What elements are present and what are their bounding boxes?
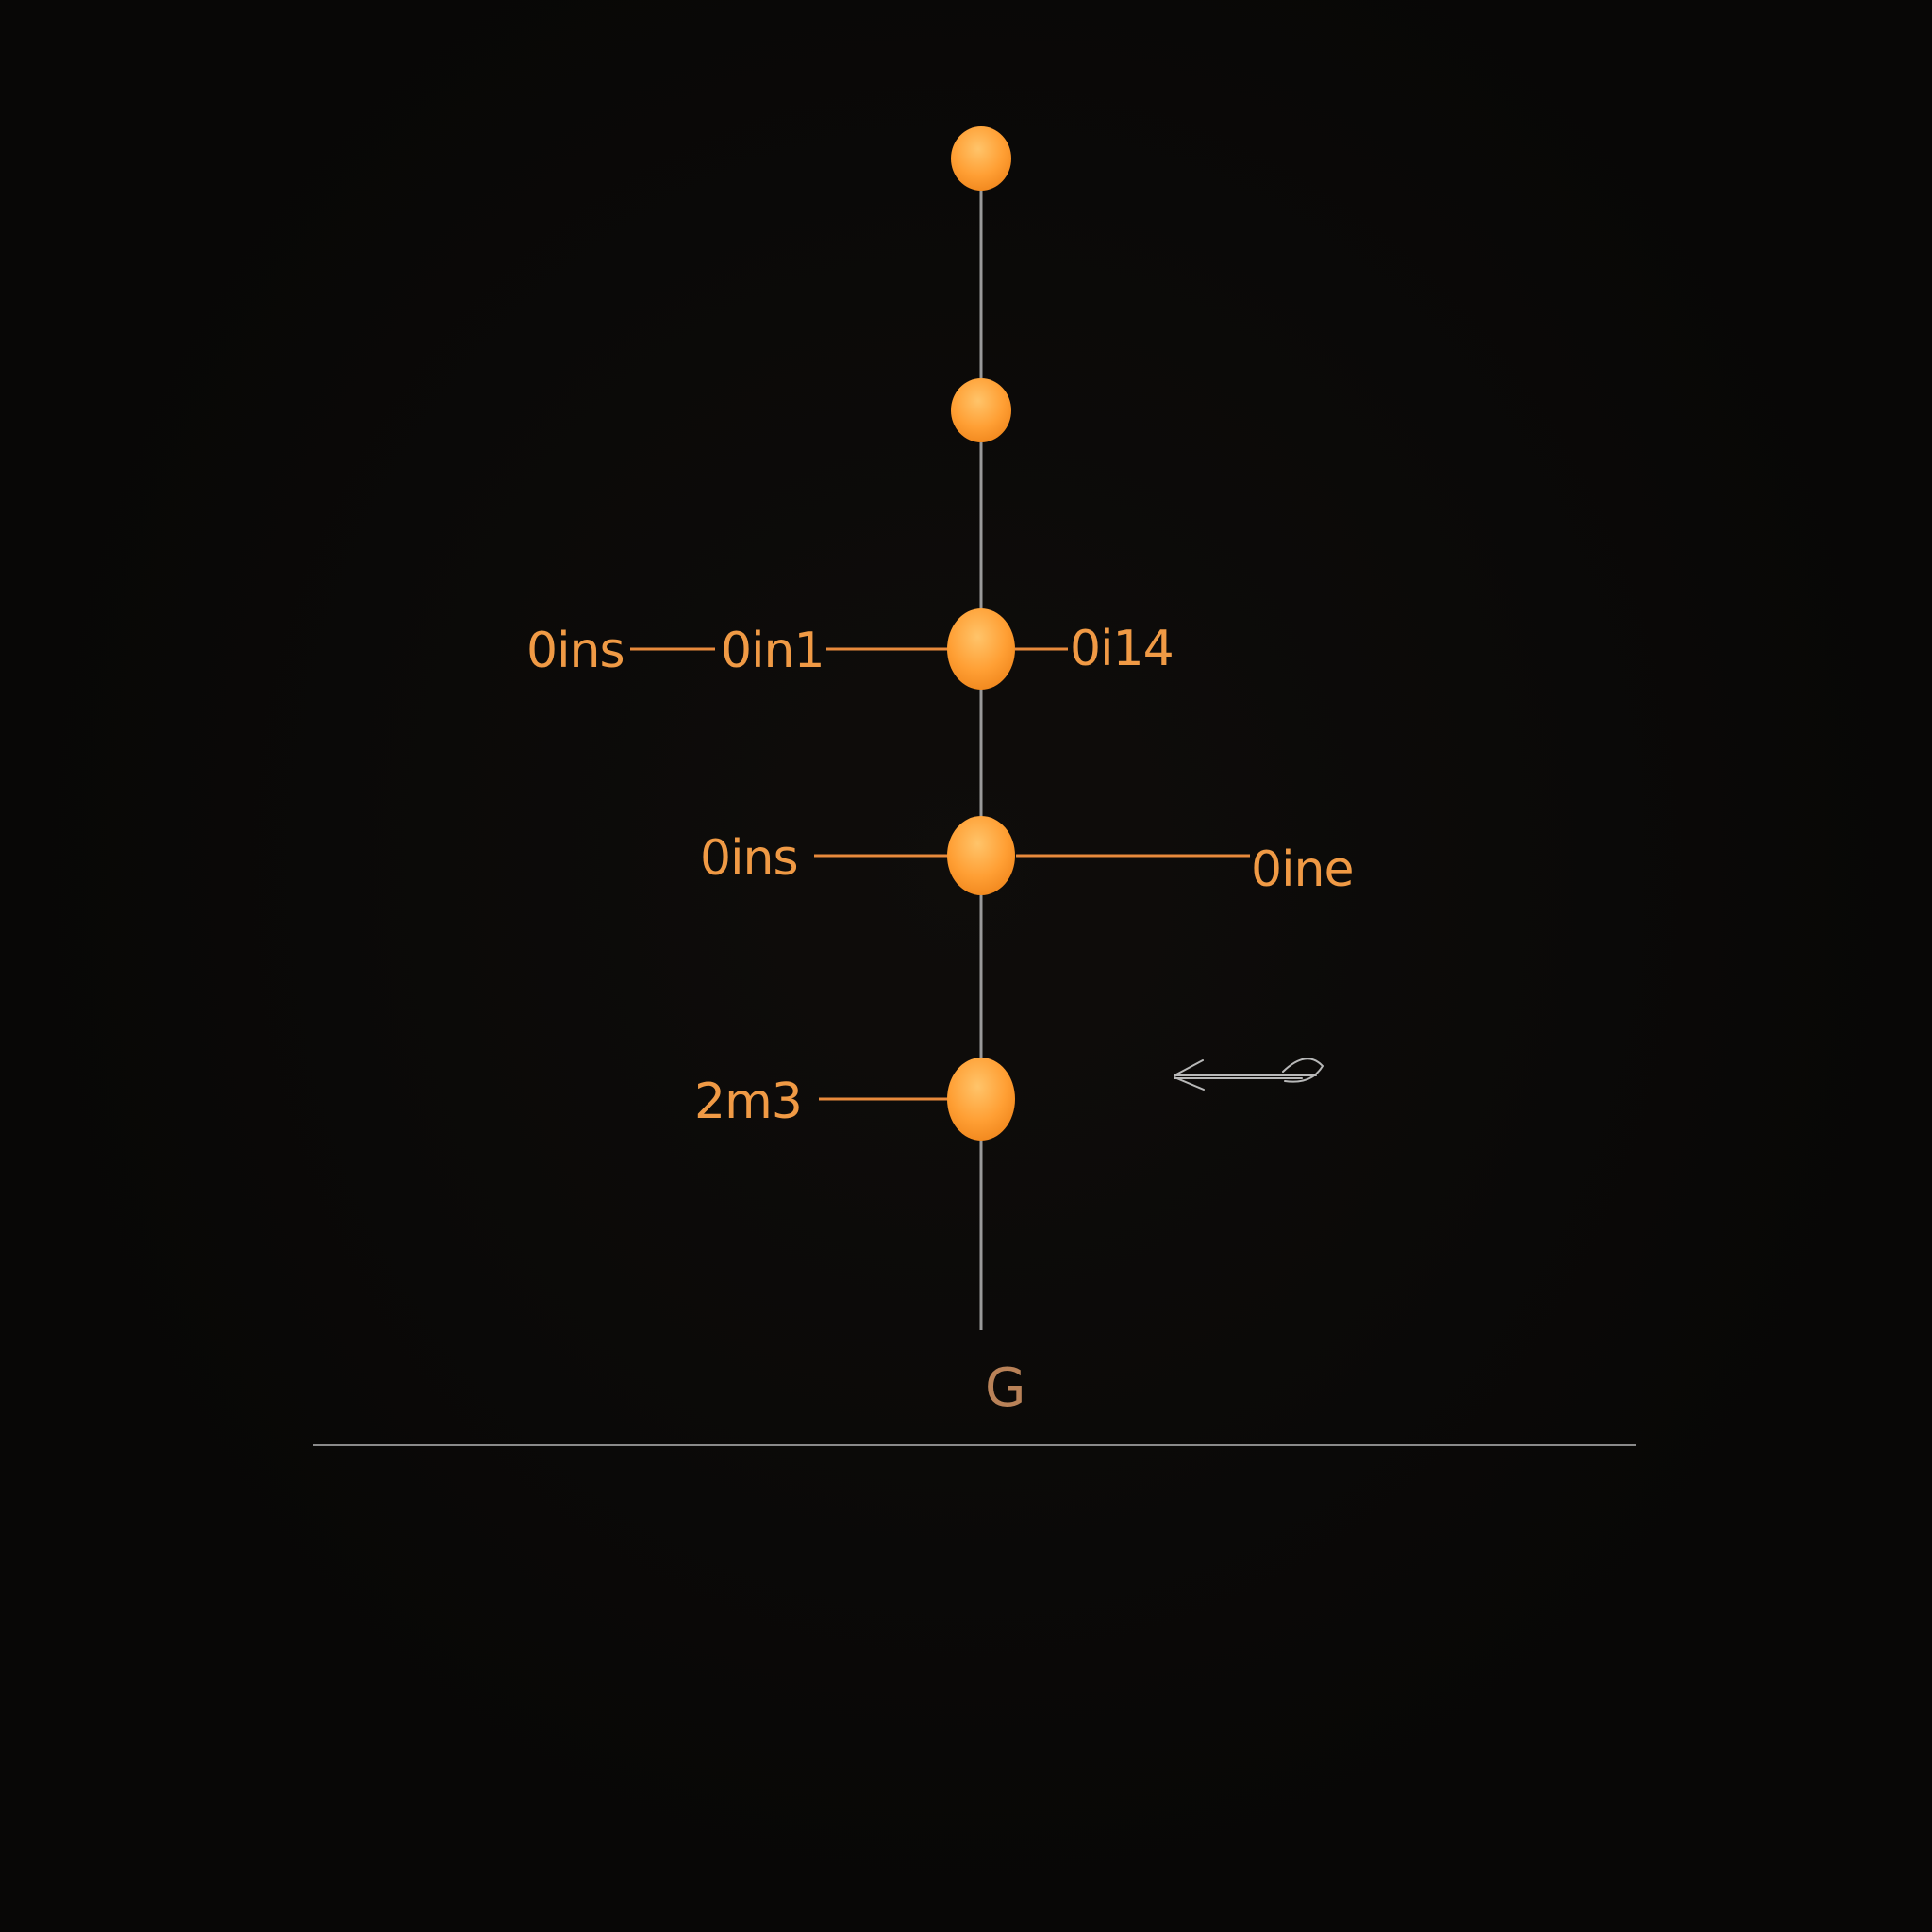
node-3 bbox=[947, 608, 1015, 690]
label-row4-left: 0ins bbox=[700, 830, 799, 887]
node-2 bbox=[951, 378, 1011, 442]
footer-letter: G bbox=[985, 1357, 1026, 1419]
left-arrow-icon bbox=[1174, 1058, 1324, 1091]
node-5 bbox=[947, 1058, 1015, 1141]
label-row3-far-left: 0ins bbox=[526, 623, 625, 679]
node-4 bbox=[947, 816, 1015, 895]
label-row3-right: 0i14 bbox=[1070, 621, 1174, 677]
node-1 bbox=[951, 126, 1011, 191]
label-row4-right: 0ine bbox=[1251, 841, 1354, 898]
label-row5-left: 2m3 bbox=[694, 1074, 803, 1130]
label-row3-left: 0in1 bbox=[721, 623, 825, 679]
